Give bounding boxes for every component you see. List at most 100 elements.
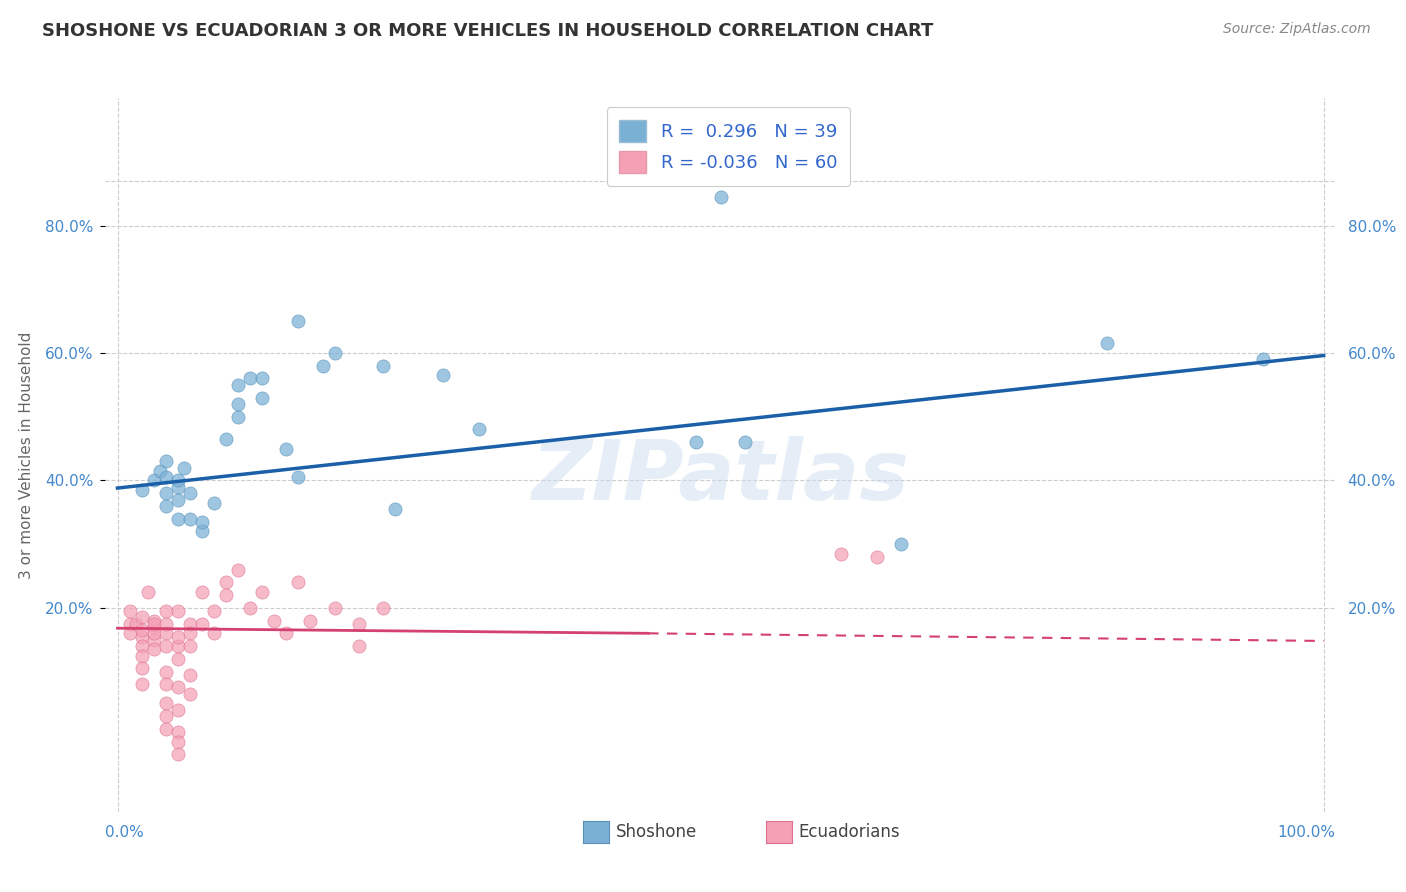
Point <box>155 639 177 653</box>
Point <box>142 632 165 647</box>
Point <box>155 722 177 736</box>
Point <box>202 496 225 510</box>
Point <box>384 502 406 516</box>
Point <box>263 614 285 628</box>
Point <box>239 600 262 615</box>
Point <box>709 190 731 204</box>
Point <box>215 432 238 446</box>
Point <box>202 626 225 640</box>
Point <box>131 677 153 691</box>
Point <box>166 747 188 762</box>
Point <box>179 639 201 653</box>
Point <box>371 359 394 373</box>
Point <box>142 616 165 631</box>
Point <box>166 474 188 488</box>
Point <box>276 626 298 640</box>
Point <box>166 652 188 666</box>
Point <box>166 604 188 618</box>
Point <box>191 515 214 529</box>
Point <box>131 648 153 663</box>
Point <box>142 626 165 640</box>
Point <box>131 610 153 624</box>
Point <box>215 575 238 590</box>
Point <box>191 585 214 599</box>
Point <box>155 626 177 640</box>
Point <box>226 377 249 392</box>
Point <box>131 639 153 653</box>
Point <box>202 604 225 618</box>
Point <box>155 677 177 691</box>
Text: SHOSHONE VS ECUADORIAN 3 OR MORE VEHICLES IN HOUSEHOLD CORRELATION CHART: SHOSHONE VS ECUADORIAN 3 OR MORE VEHICLE… <box>42 22 934 40</box>
Y-axis label: 3 or more Vehicles in Household: 3 or more Vehicles in Household <box>20 331 34 579</box>
Point <box>142 474 165 488</box>
Point <box>347 639 370 653</box>
Point <box>124 616 146 631</box>
Point <box>166 734 188 748</box>
Point <box>166 703 188 717</box>
Point <box>215 588 238 602</box>
Point <box>131 483 153 497</box>
Point <box>155 454 177 468</box>
Point <box>179 486 201 500</box>
Text: Ecuadorians: Ecuadorians <box>799 822 900 841</box>
Point <box>149 464 172 478</box>
Text: Shoshone: Shoshone <box>616 822 697 841</box>
Point <box>155 499 177 513</box>
Point <box>299 614 322 628</box>
Point <box>371 600 394 615</box>
Point <box>155 470 177 484</box>
Point <box>118 616 141 631</box>
Point <box>347 616 370 631</box>
Point <box>323 346 346 360</box>
Point <box>155 665 177 679</box>
Point <box>179 511 201 525</box>
Point <box>432 368 454 383</box>
Point <box>252 585 274 599</box>
Point <box>179 626 201 640</box>
Point <box>323 600 346 615</box>
Point <box>239 371 262 385</box>
Point <box>276 442 298 456</box>
Point <box>226 409 249 424</box>
Point <box>734 435 756 450</box>
Point <box>142 614 165 628</box>
Legend: R =  0.296   N = 39, R = -0.036   N = 60: R = 0.296 N = 39, R = -0.036 N = 60 <box>606 107 849 186</box>
Text: Source: ZipAtlas.com: Source: ZipAtlas.com <box>1223 22 1371 37</box>
Point <box>155 616 177 631</box>
Point <box>142 642 165 657</box>
Point <box>155 697 177 711</box>
Point <box>1095 336 1118 351</box>
Point <box>118 626 141 640</box>
Point <box>131 661 153 675</box>
Point <box>166 492 188 507</box>
Point <box>142 620 165 634</box>
Point <box>173 460 195 475</box>
Point <box>287 314 309 328</box>
Point <box>166 511 188 525</box>
Point <box>191 616 214 631</box>
Point <box>166 725 188 739</box>
Point <box>179 667 201 681</box>
Text: 0.0%: 0.0% <box>105 825 145 840</box>
Point <box>155 486 177 500</box>
Point <box>830 547 852 561</box>
Point <box>179 687 201 701</box>
Point <box>166 639 188 653</box>
Point <box>136 585 159 599</box>
Point <box>468 422 491 436</box>
Point <box>166 630 188 644</box>
Text: 100.0%: 100.0% <box>1278 825 1336 840</box>
Point <box>179 616 201 631</box>
Point <box>1253 352 1275 367</box>
Point <box>131 623 153 637</box>
Point <box>226 563 249 577</box>
Point <box>131 630 153 644</box>
Point <box>287 575 309 590</box>
Point <box>155 604 177 618</box>
Point <box>166 681 188 695</box>
Text: ZIPatlas: ZIPatlas <box>531 436 910 516</box>
Point <box>866 549 889 564</box>
Point <box>685 435 707 450</box>
Point <box>890 537 912 551</box>
Point <box>287 470 309 484</box>
